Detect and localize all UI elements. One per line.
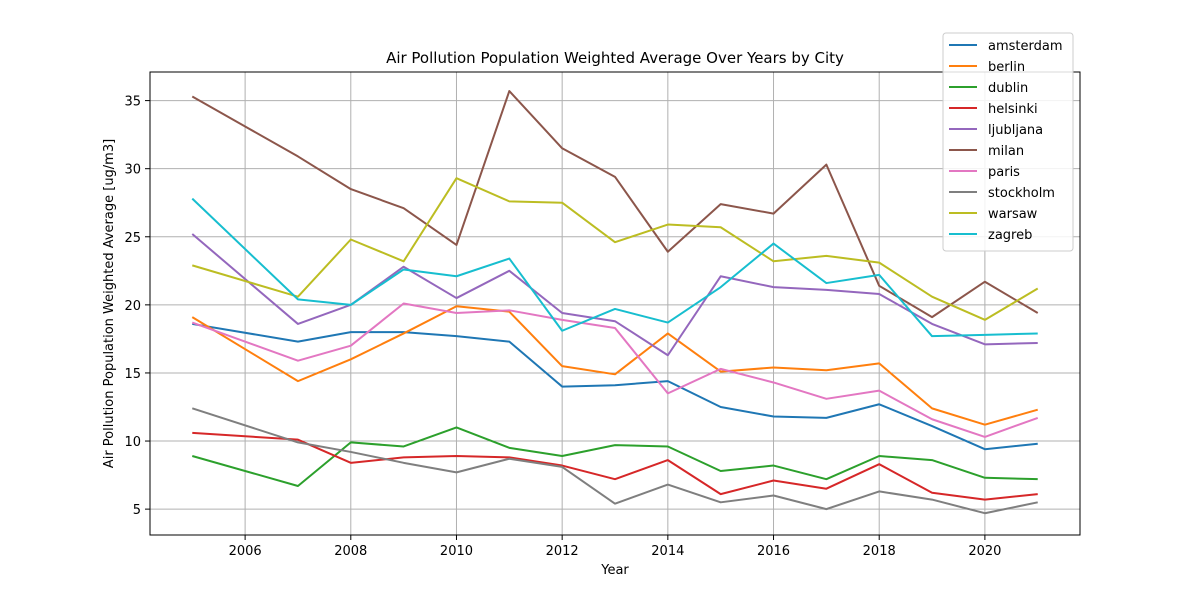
chart-title: Air Pollution Population Weighted Averag… — [386, 49, 844, 67]
series-lines — [191, 90, 1039, 515]
x-tick-label: 2010 — [440, 544, 473, 559]
legend-label-zagreb: zagreb — [988, 228, 1032, 243]
x-tick-label: 2018 — [863, 544, 896, 559]
y-tick-label: 35 — [124, 95, 141, 110]
x-tick-label: 2006 — [229, 544, 262, 559]
legend-label-paris: paris — [988, 165, 1020, 180]
x-tick-label: 2020 — [968, 544, 1001, 559]
y-tick-label: 20 — [124, 299, 141, 314]
y-tick-label: 10 — [124, 435, 141, 450]
x-axis-ticks: 2006 2008 2010 2012 2014 2016 2018 2020 — [229, 535, 1001, 559]
series-line-ljubljana — [191, 233, 1038, 357]
legend-label-stockholm: stockholm — [988, 186, 1055, 201]
legend-label-helsinki: helsinki — [988, 102, 1038, 117]
y-axis-ticks: 5 10 15 20 25 30 35 — [124, 95, 150, 518]
x-tick-label: 2012 — [546, 544, 579, 559]
x-axis-title: Year — [600, 563, 629, 578]
y-tick-label: 5 — [133, 503, 141, 518]
legend: amsterdam berlin dublin helsinki ljubljana mi… — [942, 32, 1074, 252]
y-axis-title: Air Pollution Population Weighted Averag… — [102, 139, 117, 468]
legend-label-dublin: dublin — [988, 81, 1028, 96]
legend-label-ljubljana: ljubljana — [988, 123, 1043, 138]
series-line-zagreb — [191, 197, 1038, 338]
series-line-amsterdam — [192, 322, 1038, 451]
legend-label-berlin: berlin — [988, 60, 1025, 75]
y-tick-label: 15 — [124, 367, 141, 382]
series-line-berlin — [191, 305, 1039, 426]
legend-label-milan: milan — [988, 144, 1024, 159]
series-line-warsaw — [191, 177, 1039, 321]
series-line-paris — [191, 302, 1039, 438]
plot-frame — [149, 71, 1081, 536]
series-line-milan — [191, 90, 1039, 319]
legend-label-warsaw: warsaw — [988, 207, 1038, 222]
x-tick-label: 2016 — [757, 544, 790, 559]
series-line-dublin — [191, 426, 1038, 487]
x-tick-label: 2014 — [651, 544, 684, 559]
series-line-stockholm — [191, 407, 1038, 515]
series-line-helsinki — [192, 431, 1038, 501]
x-tick-label: 2008 — [334, 544, 367, 559]
y-tick-label: 25 — [124, 231, 141, 246]
legend-label-amsterdam: amsterdam — [988, 39, 1063, 54]
y-tick-label: 30 — [124, 163, 141, 178]
